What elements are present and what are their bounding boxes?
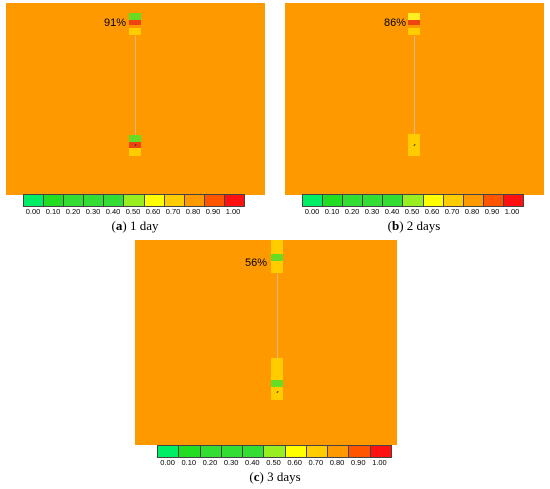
legend-swatch: [343, 195, 364, 206]
legend-tick-label: 0.60: [287, 458, 302, 467]
legend-tick-label: 0.90: [350, 458, 366, 467]
legend-tick-label: 0.80: [185, 207, 201, 216]
legend-tick-label: 0.50: [266, 458, 281, 467]
legend-tick-label: 0.90: [205, 207, 221, 216]
legend-swatch: [44, 195, 65, 206]
legend-tick-label: 0.30: [85, 207, 101, 216]
legend-tick-label: 0.30: [223, 458, 239, 467]
legend-swatch: [144, 195, 165, 206]
legend-swatch: [370, 446, 391, 457]
legend-tick-label: 0.40: [245, 458, 260, 467]
legend-tick-label: 0.80: [464, 207, 480, 216]
legend-swatch: [349, 446, 371, 457]
percent-label-a: 91%: [104, 17, 127, 29]
legend-tick-label: 0.70: [165, 207, 181, 216]
legend-swatch: [221, 446, 244, 457]
legend-tick-label: 0.00: [304, 207, 320, 216]
pile-top-seg-green: [129, 13, 141, 20]
pile-line-a: [135, 36, 136, 136]
legend-swatch: [200, 446, 222, 457]
caption-b: (b) 2 days: [387, 218, 441, 233]
legend-tick-label: 1.00: [504, 207, 520, 216]
legend-tick-label: 0.20: [202, 458, 218, 467]
legend-swatch: [264, 446, 286, 457]
pile-bottom-seg-green-c: [271, 380, 283, 387]
color-legend-a: [23, 194, 245, 207]
legend-tick-label: 0.50: [404, 207, 420, 216]
legend-tick-label: 0.40: [384, 207, 400, 216]
field-c: [135, 240, 397, 445]
pile-bottom-seg-yellow2-c: [271, 387, 283, 400]
pile-top-seg-yellow-c: [271, 240, 283, 254]
legend-tick-label: 0.10: [45, 207, 61, 216]
legend-tick-label: 1.00: [372, 458, 387, 467]
pile-top-seg-yellow2-b: [408, 28, 420, 35]
legend-tick-label: 0.10: [181, 458, 197, 467]
legend-swatch: [403, 195, 424, 206]
percent-label-c: 56%: [245, 257, 268, 269]
legend-swatch: [84, 195, 105, 206]
pile-line-c: [277, 274, 278, 364]
pile-top-seg-red: [129, 20, 141, 25]
legend-tick-label: 0.60: [145, 207, 161, 216]
legend-swatch: [306, 446, 329, 457]
legend-swatch: [463, 195, 484, 206]
legend-swatch: [124, 195, 145, 206]
legend-swatch: [164, 195, 185, 206]
caption-c: (c) 3 days: [249, 469, 301, 484]
legend-swatch: [64, 195, 85, 206]
pile-top-seg-orange-b: [408, 25, 420, 28]
legend-tick-label: 0.30: [364, 207, 380, 216]
legend-swatch: [24, 195, 45, 206]
color-legend-b: [302, 194, 524, 207]
legend-swatch: [423, 195, 444, 206]
pile-top-seg-yellow: [129, 28, 141, 35]
legend-tick-label: 0.20: [65, 207, 81, 216]
legend-swatch: [303, 195, 324, 206]
pile-bottom-seg-green: [129, 135, 141, 142]
legend-swatch: [323, 195, 344, 206]
legend-swatch: [328, 446, 350, 457]
legend-swatch: [483, 195, 504, 206]
legend-swatch: [224, 195, 245, 206]
color-legend-c: [157, 445, 392, 458]
legend-tick-label: 0.50: [125, 207, 141, 216]
pile-bottom-seg-yellow: [129, 148, 141, 156]
legend-swatch: [204, 195, 225, 206]
legend-tick-label: 0.20: [344, 207, 360, 216]
legend-tick-label: 0.70: [308, 458, 324, 467]
legend-swatch: [383, 195, 404, 206]
legend-tick-label: 0.10: [324, 207, 340, 216]
pile-bottom-seg-yellow-c: [271, 358, 283, 380]
legend-swatch: [443, 195, 464, 206]
legend-tick-label: 0.80: [329, 458, 345, 467]
legend-swatch: [285, 446, 307, 457]
legend-swatch: [363, 195, 384, 206]
legend-tick-label: 0.00: [160, 458, 175, 467]
legend-tick-label: 1.00: [225, 207, 241, 216]
caption-a: (a) 1 day: [111, 218, 159, 233]
legend-tick-label: 0.40: [105, 207, 121, 216]
pile-top-seg-yellow2-c: [271, 261, 283, 273]
legend-tick-label: 0.70: [444, 207, 460, 216]
pile-line-b: [414, 36, 415, 136]
pile-top-seg-orange: [129, 25, 141, 28]
legend-tick-label: 0.00: [25, 207, 41, 216]
legend-tick-label: 0.60: [424, 207, 440, 216]
percent-label-b: 86%: [384, 17, 407, 29]
legend-swatch: [179, 446, 201, 457]
pile-top-seg-red-b: [408, 20, 420, 25]
legend-swatch: [184, 195, 205, 206]
pile-top-seg-yellow-b: [408, 13, 420, 20]
pile-top-seg-green-c: [271, 254, 283, 261]
legend-swatch: [158, 446, 180, 457]
legend-swatch: [104, 195, 125, 206]
legend-tick-label: 0.90: [484, 207, 500, 216]
legend-swatch: [503, 195, 524, 206]
legend-swatch: [243, 446, 265, 457]
